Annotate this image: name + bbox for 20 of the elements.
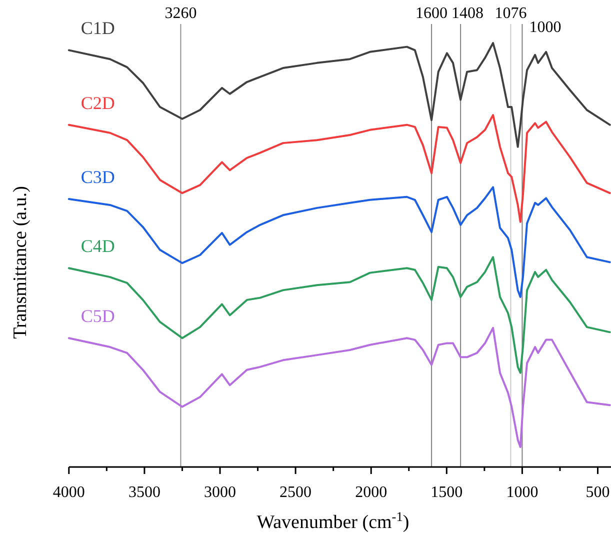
x-tick-label: 1500 xyxy=(430,484,463,501)
x-tick-label: 3000 xyxy=(204,484,236,501)
x-axis-title: Wavenumber (cm$^{-1}$) xyxy=(256,508,410,533)
series-label: C1D xyxy=(80,18,115,38)
x-tick-label: 2000 xyxy=(355,484,388,501)
x-tick-label: 4000 xyxy=(52,484,85,501)
x-tick-label: 500 xyxy=(586,484,610,501)
ref-line-label: 3260 xyxy=(164,5,197,22)
ref-line-label: 1600 xyxy=(416,5,448,22)
y-axis-title: Transmittance (a.u.) xyxy=(10,186,31,339)
series-label: C3D xyxy=(80,167,115,188)
x-tick-label: 2500 xyxy=(280,484,312,501)
series-label: C2D xyxy=(80,92,115,113)
series-label: C4D xyxy=(80,236,115,256)
x-tick-label: 1000 xyxy=(506,484,538,501)
x-tick-label: 3500 xyxy=(128,484,160,501)
ref-line-label: 1408 xyxy=(452,5,484,22)
ref-line-label: 1000 xyxy=(529,19,562,36)
ref-line-label: 1076 xyxy=(494,5,527,22)
series-label: C5D xyxy=(80,306,115,326)
